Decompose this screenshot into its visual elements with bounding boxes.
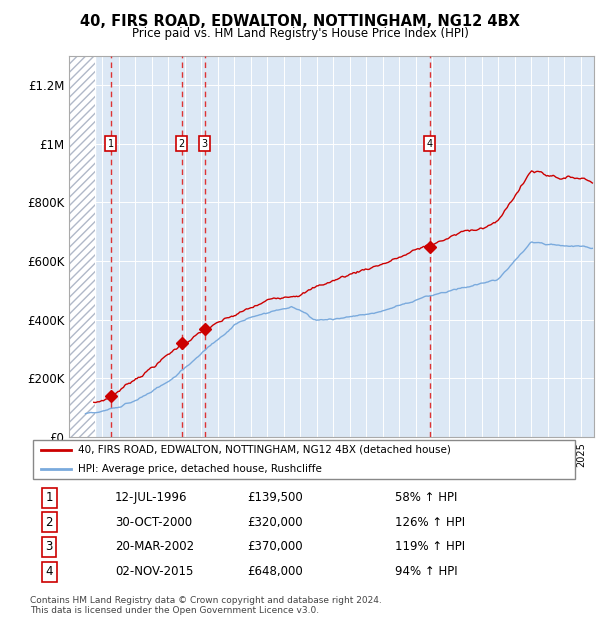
FancyBboxPatch shape	[33, 440, 575, 479]
Text: 40, FIRS ROAD, EDWALTON, NOTTINGHAM, NG12 4BX (detached house): 40, FIRS ROAD, EDWALTON, NOTTINGHAM, NG1…	[79, 445, 451, 454]
Text: 58% ↑ HPI: 58% ↑ HPI	[395, 491, 457, 504]
Text: 119% ↑ HPI: 119% ↑ HPI	[395, 541, 465, 554]
Text: 30-OCT-2000: 30-OCT-2000	[115, 516, 192, 529]
Text: 20-MAR-2002: 20-MAR-2002	[115, 541, 194, 554]
Text: 126% ↑ HPI: 126% ↑ HPI	[395, 516, 465, 529]
Text: 4: 4	[427, 139, 433, 149]
Polygon shape	[69, 56, 95, 437]
Text: 2: 2	[179, 139, 185, 149]
Text: 02-NOV-2015: 02-NOV-2015	[115, 565, 193, 578]
Text: Price paid vs. HM Land Registry's House Price Index (HPI): Price paid vs. HM Land Registry's House …	[131, 27, 469, 40]
Text: £320,000: £320,000	[247, 516, 302, 529]
Text: £139,500: £139,500	[247, 491, 302, 504]
Text: 3: 3	[202, 139, 208, 149]
Text: Contains HM Land Registry data © Crown copyright and database right 2024.
This d: Contains HM Land Registry data © Crown c…	[30, 596, 382, 615]
Text: 2: 2	[46, 516, 53, 529]
Text: 4: 4	[46, 565, 53, 578]
Text: 3: 3	[46, 541, 53, 554]
Text: 12-JUL-1996: 12-JUL-1996	[115, 491, 188, 504]
Text: 1: 1	[108, 139, 114, 149]
Text: 1: 1	[46, 491, 53, 504]
Text: £648,000: £648,000	[247, 565, 302, 578]
Text: HPI: Average price, detached house, Rushcliffe: HPI: Average price, detached house, Rush…	[79, 464, 322, 474]
Text: 94% ↑ HPI: 94% ↑ HPI	[395, 565, 458, 578]
Text: £370,000: £370,000	[247, 541, 302, 554]
Text: 40, FIRS ROAD, EDWALTON, NOTTINGHAM, NG12 4BX: 40, FIRS ROAD, EDWALTON, NOTTINGHAM, NG1…	[80, 14, 520, 29]
